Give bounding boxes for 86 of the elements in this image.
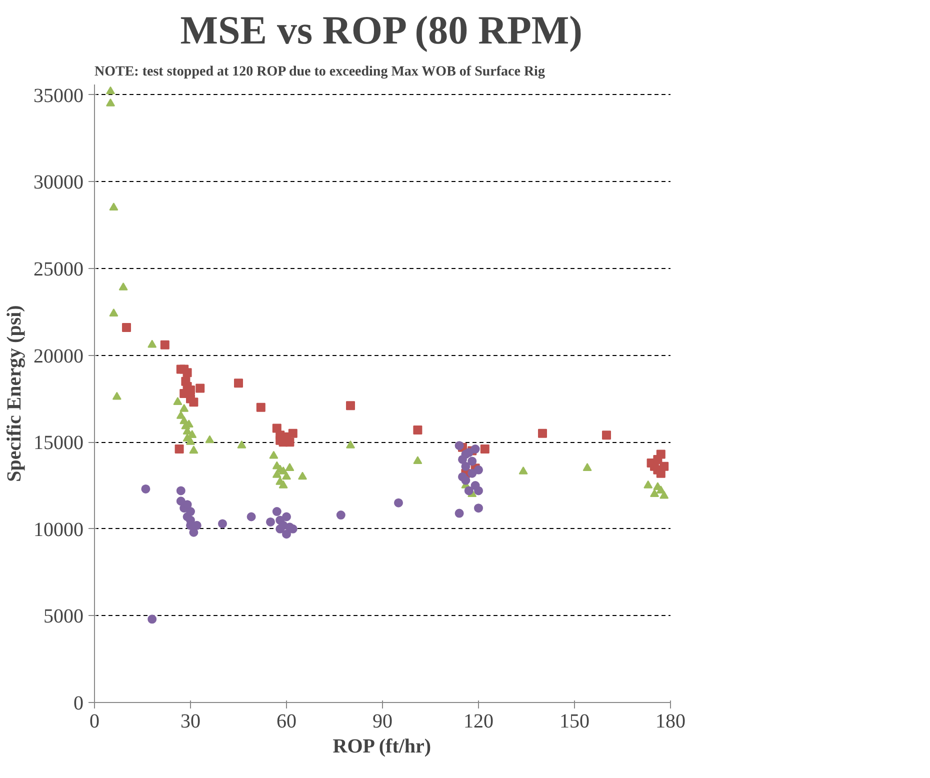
point (112, 392, 122, 400)
point (189, 398, 198, 407)
point (122, 323, 131, 332)
y-tick-label: 35000 (34, 84, 84, 107)
point (656, 450, 666, 459)
x-tick-label: 60 (276, 710, 296, 732)
point (106, 86, 115, 94)
point (602, 430, 611, 440)
point (218, 519, 227, 528)
point (160, 340, 170, 350)
point (205, 435, 214, 444)
point (282, 530, 291, 539)
y-tick-label: 10000 (34, 518, 84, 541)
point (480, 444, 490, 454)
point (256, 402, 266, 412)
point (188, 430, 197, 438)
y-tick-label: 5000 (44, 606, 84, 628)
point (246, 512, 256, 522)
point (413, 425, 422, 434)
point (660, 490, 669, 499)
point (182, 368, 192, 378)
x-tick-label: 0 (90, 710, 100, 732)
point (118, 282, 128, 290)
point (470, 444, 480, 454)
point (468, 468, 477, 478)
point (461, 450, 470, 459)
point (237, 440, 246, 448)
point (282, 472, 291, 480)
point (346, 440, 355, 448)
point (474, 504, 483, 513)
point (474, 486, 483, 496)
point (272, 507, 282, 516)
point (394, 498, 403, 508)
point (518, 466, 528, 474)
y-tick-label: 20000 (34, 345, 84, 368)
point (148, 614, 157, 624)
point (454, 508, 464, 518)
point (346, 401, 355, 410)
y-tick-label: 15000 (34, 432, 84, 454)
chart-title: MSE vs ROP (80 RPM) (180, 8, 582, 52)
point (189, 446, 198, 454)
point (650, 489, 659, 497)
point (660, 462, 669, 471)
point (298, 472, 307, 480)
point (148, 340, 157, 348)
point (269, 450, 278, 459)
y-axis-title: Specific Energy (psi) (4, 305, 26, 482)
point (109, 202, 118, 211)
point (176, 486, 186, 496)
y-tick-label: 30000 (34, 172, 84, 194)
x-tick-label: 90 (372, 710, 392, 732)
point (234, 378, 243, 388)
x-tick-label: 150 (560, 710, 590, 732)
point (464, 486, 474, 496)
point (174, 444, 184, 454)
point (336, 510, 346, 520)
point (106, 98, 115, 106)
point (109, 308, 118, 316)
point (582, 463, 592, 471)
point (189, 528, 198, 537)
point (282, 512, 291, 522)
point (468, 456, 477, 466)
point (180, 404, 189, 412)
point (644, 480, 653, 488)
point (285, 463, 294, 471)
y-tick-label: 0 (74, 692, 84, 714)
y-tick-label: 25000 (34, 258, 84, 281)
point (288, 428, 298, 438)
point (461, 462, 470, 471)
point (266, 517, 275, 526)
x-tick-label: 30 (180, 710, 200, 732)
point (461, 476, 470, 485)
point (186, 507, 195, 516)
point (474, 465, 483, 474)
x-tick-label: 120 (464, 710, 494, 732)
point (285, 438, 294, 447)
point (196, 384, 205, 393)
point (173, 397, 182, 405)
x-tick-label: 180 (656, 710, 686, 732)
x-axis-title: ROP (ft/hr) (332, 736, 432, 758)
point (538, 428, 547, 438)
point (278, 480, 288, 488)
point (413, 456, 422, 464)
point (141, 484, 150, 494)
point (454, 441, 464, 450)
text: NOTE: test stopped at 120 ROP due to exceeding Max WOB of Surface Rig (94, 64, 545, 80)
